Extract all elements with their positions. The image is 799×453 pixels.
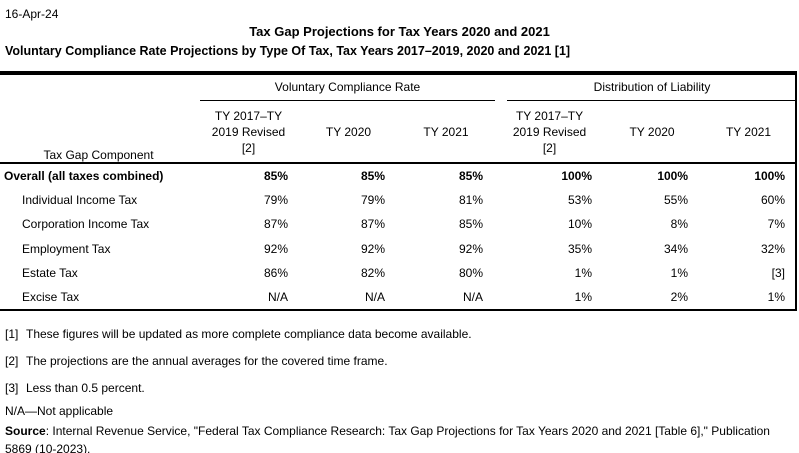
- tax-gap-table: Tax Gap Component Voluntary Compliance R…: [0, 75, 798, 311]
- column-header-vcr-ty2017-2019: TY 2017–TY 2019 Revised [2]: [211, 108, 286, 155]
- column-header-vcr-ty2020: TY 2020: [325, 124, 372, 139]
- cell-value: 79%: [263, 192, 288, 207]
- cell-value: 1%: [574, 290, 593, 305]
- footnote-text: These figures will be updated as more co…: [26, 327, 472, 341]
- row-label: Individual Income Tax: [22, 192, 138, 207]
- cell-value: 92%: [458, 241, 484, 256]
- table-subtitle: Voluntary Compliance Rate Projections by…: [5, 44, 571, 58]
- cell-value: 85%: [458, 217, 484, 232]
- table-row-excise-tax: Excise Tax N/A N/A N/A 1% 2% 1%: [0, 286, 797, 311]
- na-note: N/A—Not applicable: [5, 404, 114, 418]
- cell-value: 82%: [360, 266, 385, 281]
- table-row-overall: Overall (all taxes combined) 85% 85% 85%…: [0, 163, 797, 188]
- column-header-dol-ty2021: TY 2021: [725, 124, 772, 139]
- cell-value: 85%: [263, 168, 288, 183]
- cell-value: 7%: [767, 217, 786, 232]
- cell-value: 60%: [760, 192, 786, 207]
- cell-value: 79%: [360, 192, 385, 207]
- page-title: Tax Gap Projections for Tax Years 2020 a…: [249, 24, 550, 39]
- cell-value: 1%: [574, 266, 593, 281]
- table-row-corporation-income-tax: Corporation Income Tax 87% 87% 85% 10% 8…: [0, 212, 797, 237]
- cell-value: 81%: [458, 192, 484, 207]
- column-header-dol-ty2017-2019: TY 2017–TY 2019 Revised [2]: [512, 108, 587, 155]
- cell-value: N/A: [267, 290, 288, 305]
- cell-value: 100%: [561, 168, 593, 183]
- footnote-1: [1] These figures will be updated as mor…: [5, 327, 797, 341]
- column-header-tax-gap-component: Tax Gap Component: [43, 148, 154, 162]
- cell-value: 35%: [567, 241, 593, 256]
- row-label: Employment Tax: [22, 241, 111, 256]
- cell-value: 10%: [567, 217, 593, 232]
- row-label: Corporation Income Tax: [22, 217, 150, 232]
- cell-value: 86%: [263, 266, 288, 281]
- cell-value: 100%: [657, 168, 689, 183]
- cell-value: [3]: [771, 266, 786, 281]
- table-row-employment-tax: Employment Tax 92% 92% 92% 35% 34% 32%: [0, 237, 797, 262]
- report-date: 16-Apr-24: [5, 7, 59, 21]
- source-text: : Internal Revenue Service, "Federal Tax…: [5, 424, 770, 453]
- cell-value: 100%: [754, 168, 786, 183]
- footnote-2: [2] The projections are the annual avera…: [5, 354, 797, 368]
- footnote-text: Less than 0.5 percent.: [26, 381, 145, 395]
- footnote-marker: [3]: [5, 381, 19, 395]
- double-rule: [0, 71, 795, 75]
- column-header-vcr-ty2021: TY 2021: [423, 124, 469, 139]
- row-label: Estate Tax: [22, 266, 78, 281]
- group-header-distribution-of-liability: Distribution of Liability: [495, 75, 798, 101]
- cell-value: 80%: [458, 266, 484, 281]
- table-container: Tax Gap Component Voluntary Compliance R…: [0, 71, 798, 311]
- group-header-label: Voluntary Compliance Rate: [200, 76, 496, 101]
- table-row-estate-tax: Estate Tax 86% 82% 80% 1% 1% [3]: [0, 261, 797, 286]
- footnote-text: The projections are the annual averages …: [26, 354, 388, 368]
- footnote-3: [3] Less than 0.5 percent.: [5, 381, 797, 395]
- cell-value: 8%: [670, 217, 689, 232]
- cell-value: 55%: [663, 192, 689, 207]
- cell-value: 2%: [670, 290, 689, 305]
- cell-value: 87%: [360, 217, 385, 232]
- cell-value: 32%: [760, 241, 786, 256]
- row-label: Excise Tax: [22, 290, 80, 305]
- cell-value: 53%: [567, 192, 593, 207]
- cell-value: 92%: [360, 241, 385, 256]
- cell-value: 1%: [767, 290, 786, 305]
- footnote-marker: [2]: [5, 354, 19, 368]
- source-citation: Source: Internal Revenue Service, "Feder…: [5, 423, 797, 453]
- footnotes: [1] These figures will be updated as mor…: [5, 325, 797, 453]
- row-label: Overall (all taxes combined): [4, 168, 164, 183]
- cell-value: N/A: [364, 290, 385, 305]
- column-header-dol-ty2020: TY 2020: [629, 124, 675, 139]
- cell-value: 87%: [263, 217, 288, 232]
- source-label: Source: [5, 424, 46, 438]
- cell-value: N/A: [463, 290, 484, 305]
- cell-value: 85%: [360, 168, 385, 183]
- footnote-marker: [1]: [5, 327, 19, 341]
- cell-value: 85%: [458, 168, 484, 183]
- cell-value: 92%: [263, 241, 288, 256]
- group-header-voluntary-compliance-rate: Voluntary Compliance Rate: [197, 75, 496, 101]
- cell-value: 1%: [670, 266, 689, 281]
- table-row-individual-income-tax: Individual Income Tax 79% 79% 81% 53% 55…: [0, 188, 797, 213]
- group-header-label: Distribution of Liability: [507, 76, 798, 101]
- cell-value: 34%: [663, 241, 689, 256]
